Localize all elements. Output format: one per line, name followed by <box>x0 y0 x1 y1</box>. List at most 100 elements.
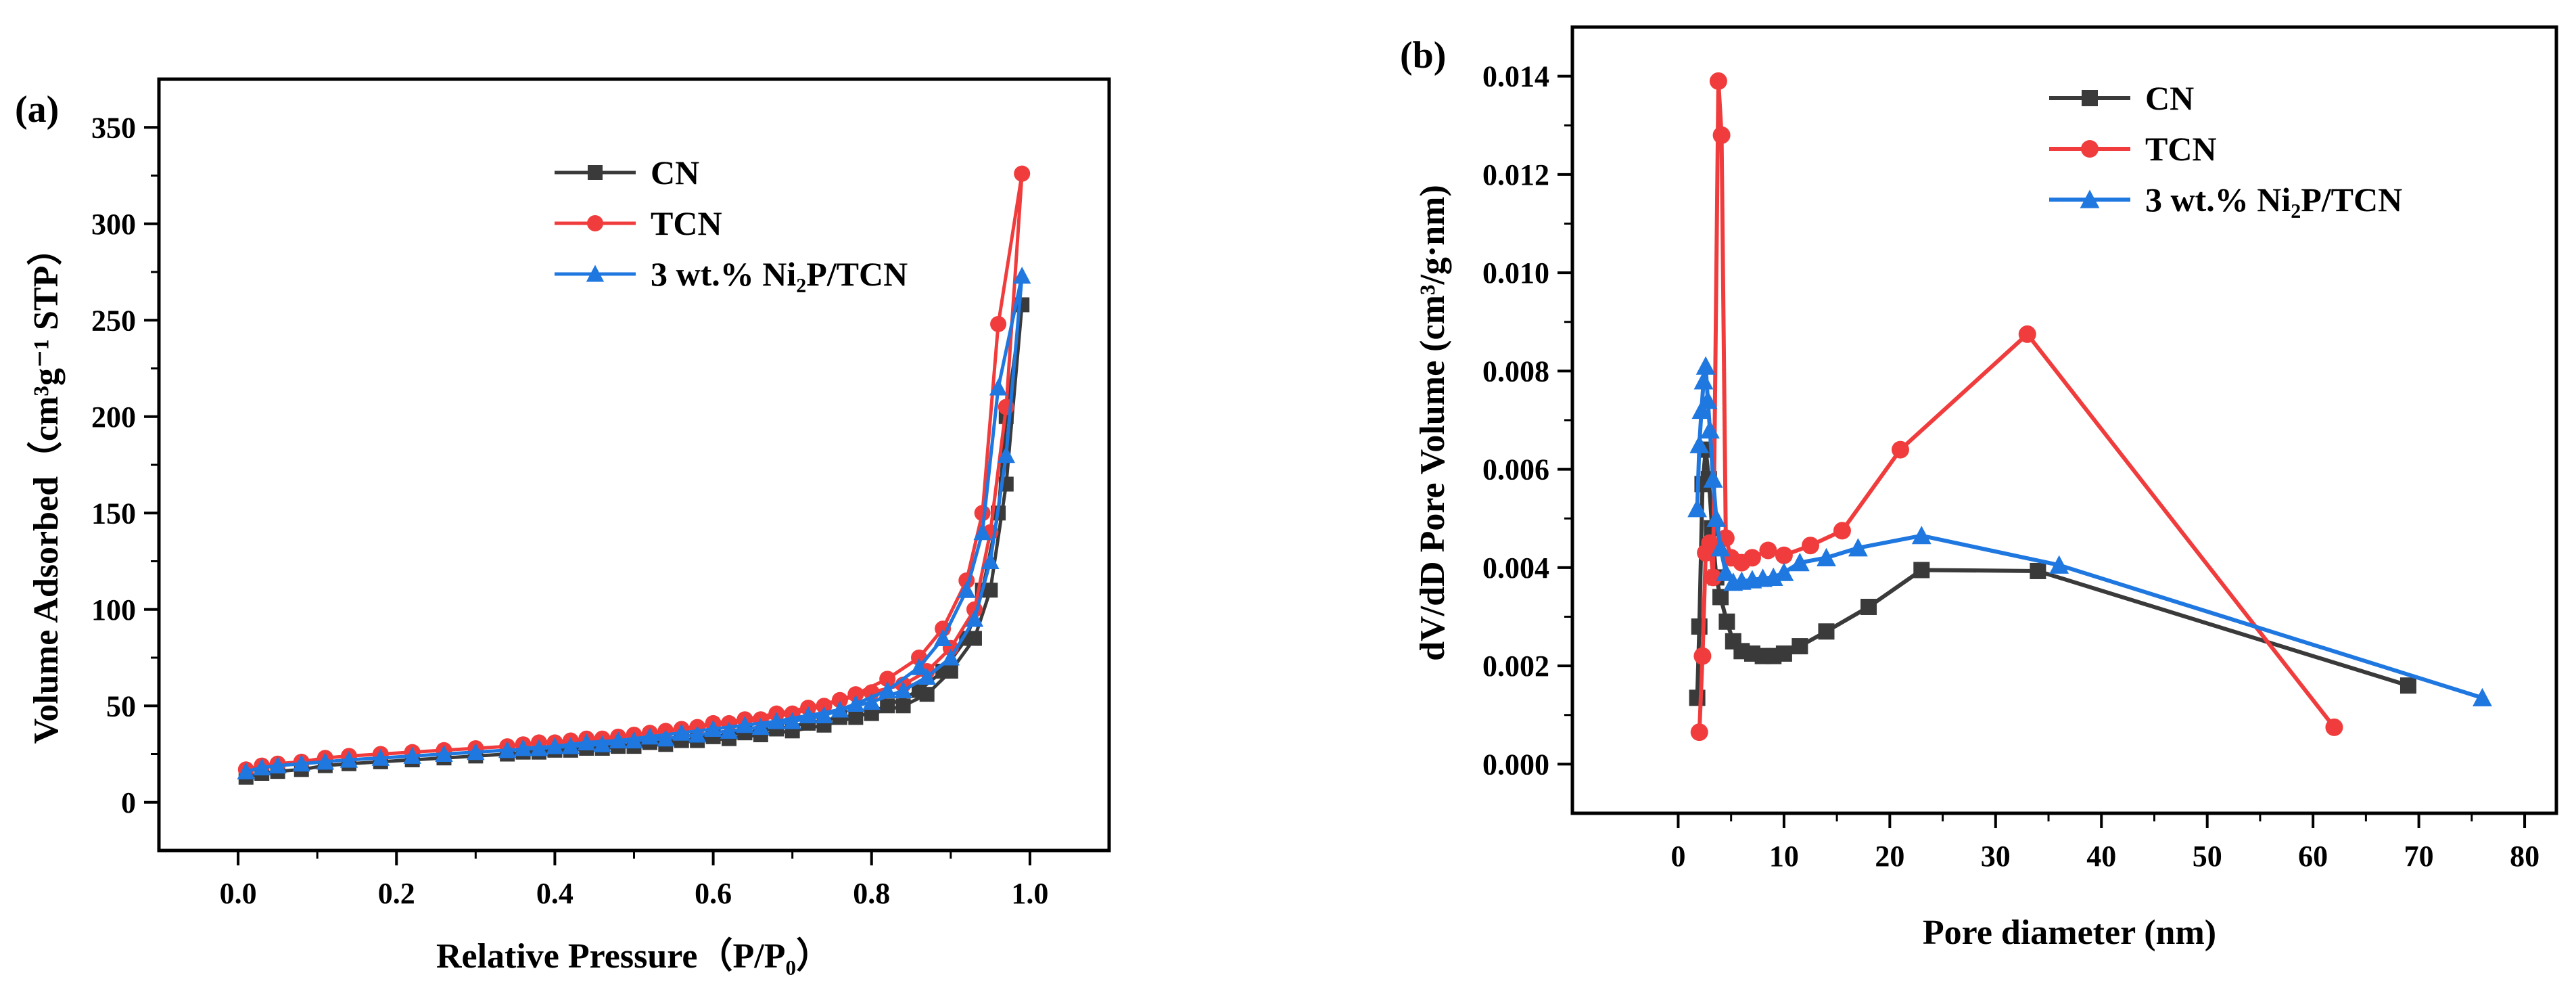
data-point-a-2-10 <box>498 741 517 758</box>
data-point-b-0-17 <box>1860 598 1877 615</box>
y-axis-title-b: dV/dD Pore Volume (cm³/g·nm) <box>1413 185 1452 661</box>
data-point-a-2-17 <box>720 721 739 739</box>
data-point-b-1-1 <box>1693 647 1712 665</box>
y-tick-label-b-2: 0.004 <box>1482 551 1549 585</box>
data-point-b-2-6 <box>1700 419 1720 439</box>
x-tick-label-b-8: 80 <box>2510 840 2539 873</box>
data-point-a-2-40 <box>704 719 722 737</box>
y-tick-label-b-0: 0.000 <box>1482 748 1549 781</box>
data-point-a-2-3 <box>292 754 310 772</box>
data-point-a-1-20 <box>816 698 833 715</box>
x-tick-label-a-5: 1.0 <box>1011 877 1048 910</box>
y-tick-label-b-3: 0.006 <box>1482 453 1549 486</box>
data-point-a-2-1 <box>253 758 271 775</box>
data-point-a-2-7 <box>403 746 421 764</box>
data-point-b-1-3 <box>1701 534 1719 552</box>
data-point-a-2-16 <box>688 725 707 743</box>
data-point-a-2-36 <box>830 700 849 718</box>
y-tick-label-b-6: 0.012 <box>1482 158 1549 191</box>
data-point-a-2-32 <box>941 648 960 666</box>
series-group-b <box>1687 72 2492 742</box>
panel-label-b: (b) <box>1400 35 1446 76</box>
y-tick-label-b-5: 0.010 <box>1482 256 1549 290</box>
y-tick-label-a-7: 350 <box>91 111 136 144</box>
data-point-a-2-31 <box>965 610 984 627</box>
data-point-b-1-14 <box>1833 522 1851 540</box>
y-tick-label-a-0: 0 <box>121 786 136 819</box>
legend-label-b-2: 3 wt.% Ni₂P/TCN <box>2145 181 2402 219</box>
data-point-a-2-33 <box>918 667 936 685</box>
legend-label-a-0: CN <box>651 154 699 191</box>
data-point-a-2-30 <box>981 551 1000 570</box>
data-point-b-1-13 <box>1802 537 1820 555</box>
data-point-b-1-6 <box>1712 126 1731 144</box>
data-point-a-2-46 <box>514 739 532 756</box>
data-point-b-0-8 <box>1718 613 1735 630</box>
legend-label-b-0: CN <box>2145 79 2194 117</box>
data-point-a-2-9 <box>467 743 485 761</box>
data-point-a-2-42 <box>640 727 659 745</box>
data-point-b-1-12 <box>1775 546 1793 564</box>
x-tick-label-b-5: 50 <box>2193 840 2222 873</box>
data-point-a-2-39 <box>736 716 754 733</box>
data-point-b-2-19 <box>1848 538 1868 557</box>
legend-marker-a-0 <box>588 165 603 180</box>
data-point-a-2-15 <box>657 729 675 747</box>
data-point-a-2-27 <box>989 378 1008 396</box>
panel-label-a: (a) <box>15 89 59 131</box>
data-point-b-0-18 <box>1913 562 1930 579</box>
data-point-a-2-8 <box>435 744 453 763</box>
data-point-b-0-19 <box>2030 562 2046 579</box>
data-point-a-2-22 <box>878 681 897 698</box>
data-point-b-2-20 <box>1911 526 1931 545</box>
data-point-b-2-9 <box>1710 538 1731 557</box>
y-tick-label-a-3: 150 <box>91 497 136 530</box>
data-point-b-0-7 <box>1712 589 1729 606</box>
x-tick-label-a-1: 0.2 <box>378 877 415 910</box>
x-tick-label-b-2: 20 <box>1875 840 1904 873</box>
data-point-b-1-10 <box>1743 549 1761 567</box>
data-point-a-2-12 <box>561 737 580 754</box>
legend-marker-a-1 <box>587 215 603 231</box>
data-point-b-2-0 <box>1687 499 1708 518</box>
data-point-b-1-0 <box>1690 723 1708 742</box>
x-axis-title-b: Pore diameter (nm) <box>1923 913 2216 952</box>
legend-label-b-1: TCN <box>2145 130 2217 168</box>
data-point-a-2-4 <box>316 752 335 770</box>
panel-b: (b) 0 10 20 30 40 50 60 70 80 0.000 0.002 0.004 0.00… <box>1400 25 2558 952</box>
data-point-b-1-4 <box>1704 568 1723 587</box>
data-point-a-2-14 <box>625 731 643 749</box>
data-point-a-2-21 <box>847 694 865 712</box>
x-tick-label-b-1: 10 <box>1769 840 1799 873</box>
data-point-a-2-26 <box>973 523 991 541</box>
data-point-b-2-4 <box>1695 356 1716 375</box>
data-point-a-2-2 <box>268 756 287 774</box>
data-point-a-0-35 <box>895 698 911 714</box>
legend-label-a-1: TCN <box>651 204 722 242</box>
data-point-a-2-23 <box>910 658 929 675</box>
data-point-b-2-15 <box>1763 567 1783 586</box>
data-point-a-0-32 <box>966 631 982 646</box>
legend-a: CN TCN 3 wt.% Ni₂P/TCN <box>555 154 908 293</box>
legend-label-a-2: 3 wt.% Ni₂P/TCN <box>651 255 908 293</box>
data-point-a-2-34 <box>894 681 912 698</box>
x-tick-label-a-4: 0.8 <box>853 877 890 910</box>
data-point-a-1-27 <box>990 315 1007 332</box>
data-point-a-2-28 <box>1013 267 1031 284</box>
data-point-a-0-22 <box>880 698 895 714</box>
data-point-a-2-38 <box>768 712 786 729</box>
legend-marker-b-0 <box>2082 90 2098 106</box>
data-point-a-0-31 <box>983 583 998 598</box>
data-point-b-2-16 <box>1774 562 1794 581</box>
data-point-a-0-33 <box>943 663 958 679</box>
data-point-b-0-16 <box>1818 623 1835 640</box>
x-tick-label-b-3: 30 <box>1981 840 2011 873</box>
data-point-a-2-24 <box>933 629 952 647</box>
data-point-a-0-36 <box>864 706 879 721</box>
legend-marker-b-2 <box>2080 189 2100 208</box>
y-tick-label-b-7: 0.014 <box>1482 60 1549 93</box>
data-point-b-2-17 <box>1789 553 1810 572</box>
legend-marker-a-2 <box>586 265 605 282</box>
y-axis-title-a: Volume Adsorbed（cm³g⁻¹ STP） <box>26 231 66 744</box>
